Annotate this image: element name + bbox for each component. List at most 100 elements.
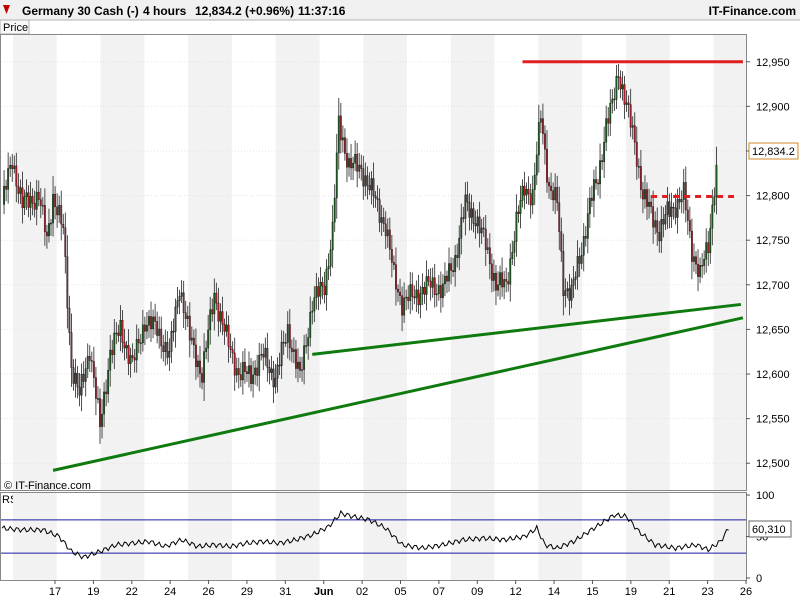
support-trendline	[312, 302, 742, 356]
candle-body	[688, 220, 691, 232]
candle-body	[678, 198, 681, 203]
candle-body	[470, 208, 473, 218]
last-price-label: 12,834.2	[752, 146, 795, 158]
candle-body	[143, 324, 146, 332]
candle-body	[623, 84, 626, 105]
candle-body	[195, 344, 197, 367]
candle-body	[27, 192, 30, 208]
candle-body	[448, 263, 450, 282]
candle-body	[366, 175, 369, 186]
candle-body	[395, 264, 397, 290]
candle-body	[452, 270, 455, 272]
candle-body	[554, 187, 557, 201]
day-band	[363, 493, 408, 580]
candle-body	[388, 229, 391, 250]
candle-body	[513, 241, 516, 253]
candle-body	[219, 311, 222, 322]
candle-body	[3, 185, 5, 205]
candle-body	[590, 197, 593, 201]
candle-body	[392, 262, 395, 265]
candle-body	[666, 201, 669, 215]
candle-body	[99, 398, 101, 427]
candle-body	[301, 369, 303, 371]
candle-body	[435, 293, 438, 296]
candle-body	[441, 283, 444, 298]
candle-body	[339, 115, 342, 141]
candle-body	[686, 209, 689, 221]
candle-body	[166, 342, 169, 358]
candle-body	[574, 276, 577, 280]
candle-body	[146, 325, 148, 332]
candle-body	[552, 190, 555, 201]
price-tick-label: 12,750	[756, 235, 790, 247]
candle-body	[405, 296, 408, 299]
candle-body	[397, 288, 399, 293]
candle-body	[701, 265, 704, 267]
candle-body	[562, 251, 565, 296]
candle-body	[390, 249, 393, 263]
time-tick-label: 23	[701, 586, 713, 598]
time-tick-label: 12	[510, 586, 522, 598]
candle-body	[464, 194, 467, 219]
candle-body	[223, 323, 226, 332]
time-tick-label: 17	[49, 586, 61, 598]
candle-body	[39, 199, 42, 206]
candle-body	[109, 349, 112, 371]
candle-body	[86, 355, 89, 369]
candle-body	[429, 280, 432, 288]
candle-body	[286, 324, 289, 343]
candle-body	[309, 311, 312, 338]
day-band	[363, 35, 408, 490]
day-band	[100, 35, 145, 490]
dropdown-arrow-icon[interactable]	[3, 5, 10, 14]
candle-body	[693, 256, 695, 262]
candle-body	[64, 227, 67, 257]
candle-body	[276, 364, 279, 379]
instrument-title: Germany 30 Cash (-)	[22, 4, 139, 18]
candle-body	[680, 199, 683, 203]
candle-body	[317, 286, 320, 297]
candle-body	[603, 142, 606, 163]
candle-body	[519, 200, 522, 214]
candle-body	[525, 188, 528, 196]
candle-body	[707, 242, 710, 254]
candle-body	[192, 337, 195, 346]
candle-body	[588, 197, 591, 214]
candle-body	[472, 208, 475, 224]
candle-body	[213, 292, 216, 315]
candle-body	[80, 373, 83, 396]
candle-body	[150, 316, 152, 330]
candle-body	[335, 152, 338, 199]
candle-body	[280, 341, 283, 366]
candle-body	[505, 279, 508, 282]
time-tick-label: 26	[740, 586, 752, 598]
candle-body	[376, 197, 379, 200]
candle-body	[531, 189, 534, 206]
candle-body	[595, 179, 597, 184]
candle-body	[703, 259, 706, 266]
candle-body	[633, 125, 636, 143]
time-tick-label: 14	[548, 586, 560, 598]
candle-body	[570, 285, 573, 301]
candle-body	[423, 286, 426, 295]
candle-body	[141, 324, 144, 344]
candle-body	[274, 378, 277, 388]
candle-body	[564, 290, 567, 296]
candle-body	[152, 316, 154, 330]
price-tick-label: 12,650	[756, 324, 790, 336]
candle-body	[239, 374, 242, 381]
price-axis: 12,95012,90012,85012,80012,75012,70012,6…	[746, 57, 790, 470]
candle-body	[25, 192, 28, 197]
rsi-value-label: 60,310	[752, 524, 786, 536]
candle-body	[288, 324, 291, 349]
day-band	[538, 35, 583, 490]
time-tick-label: 07	[433, 586, 445, 598]
candle-body	[60, 205, 63, 225]
candle-body	[268, 367, 271, 373]
candle-body	[284, 342, 287, 344]
time-tick-label: Jun	[314, 586, 334, 598]
candle-body	[401, 295, 403, 316]
candle-body	[362, 168, 365, 187]
candle-body	[290, 347, 293, 352]
candle-body	[178, 296, 181, 301]
